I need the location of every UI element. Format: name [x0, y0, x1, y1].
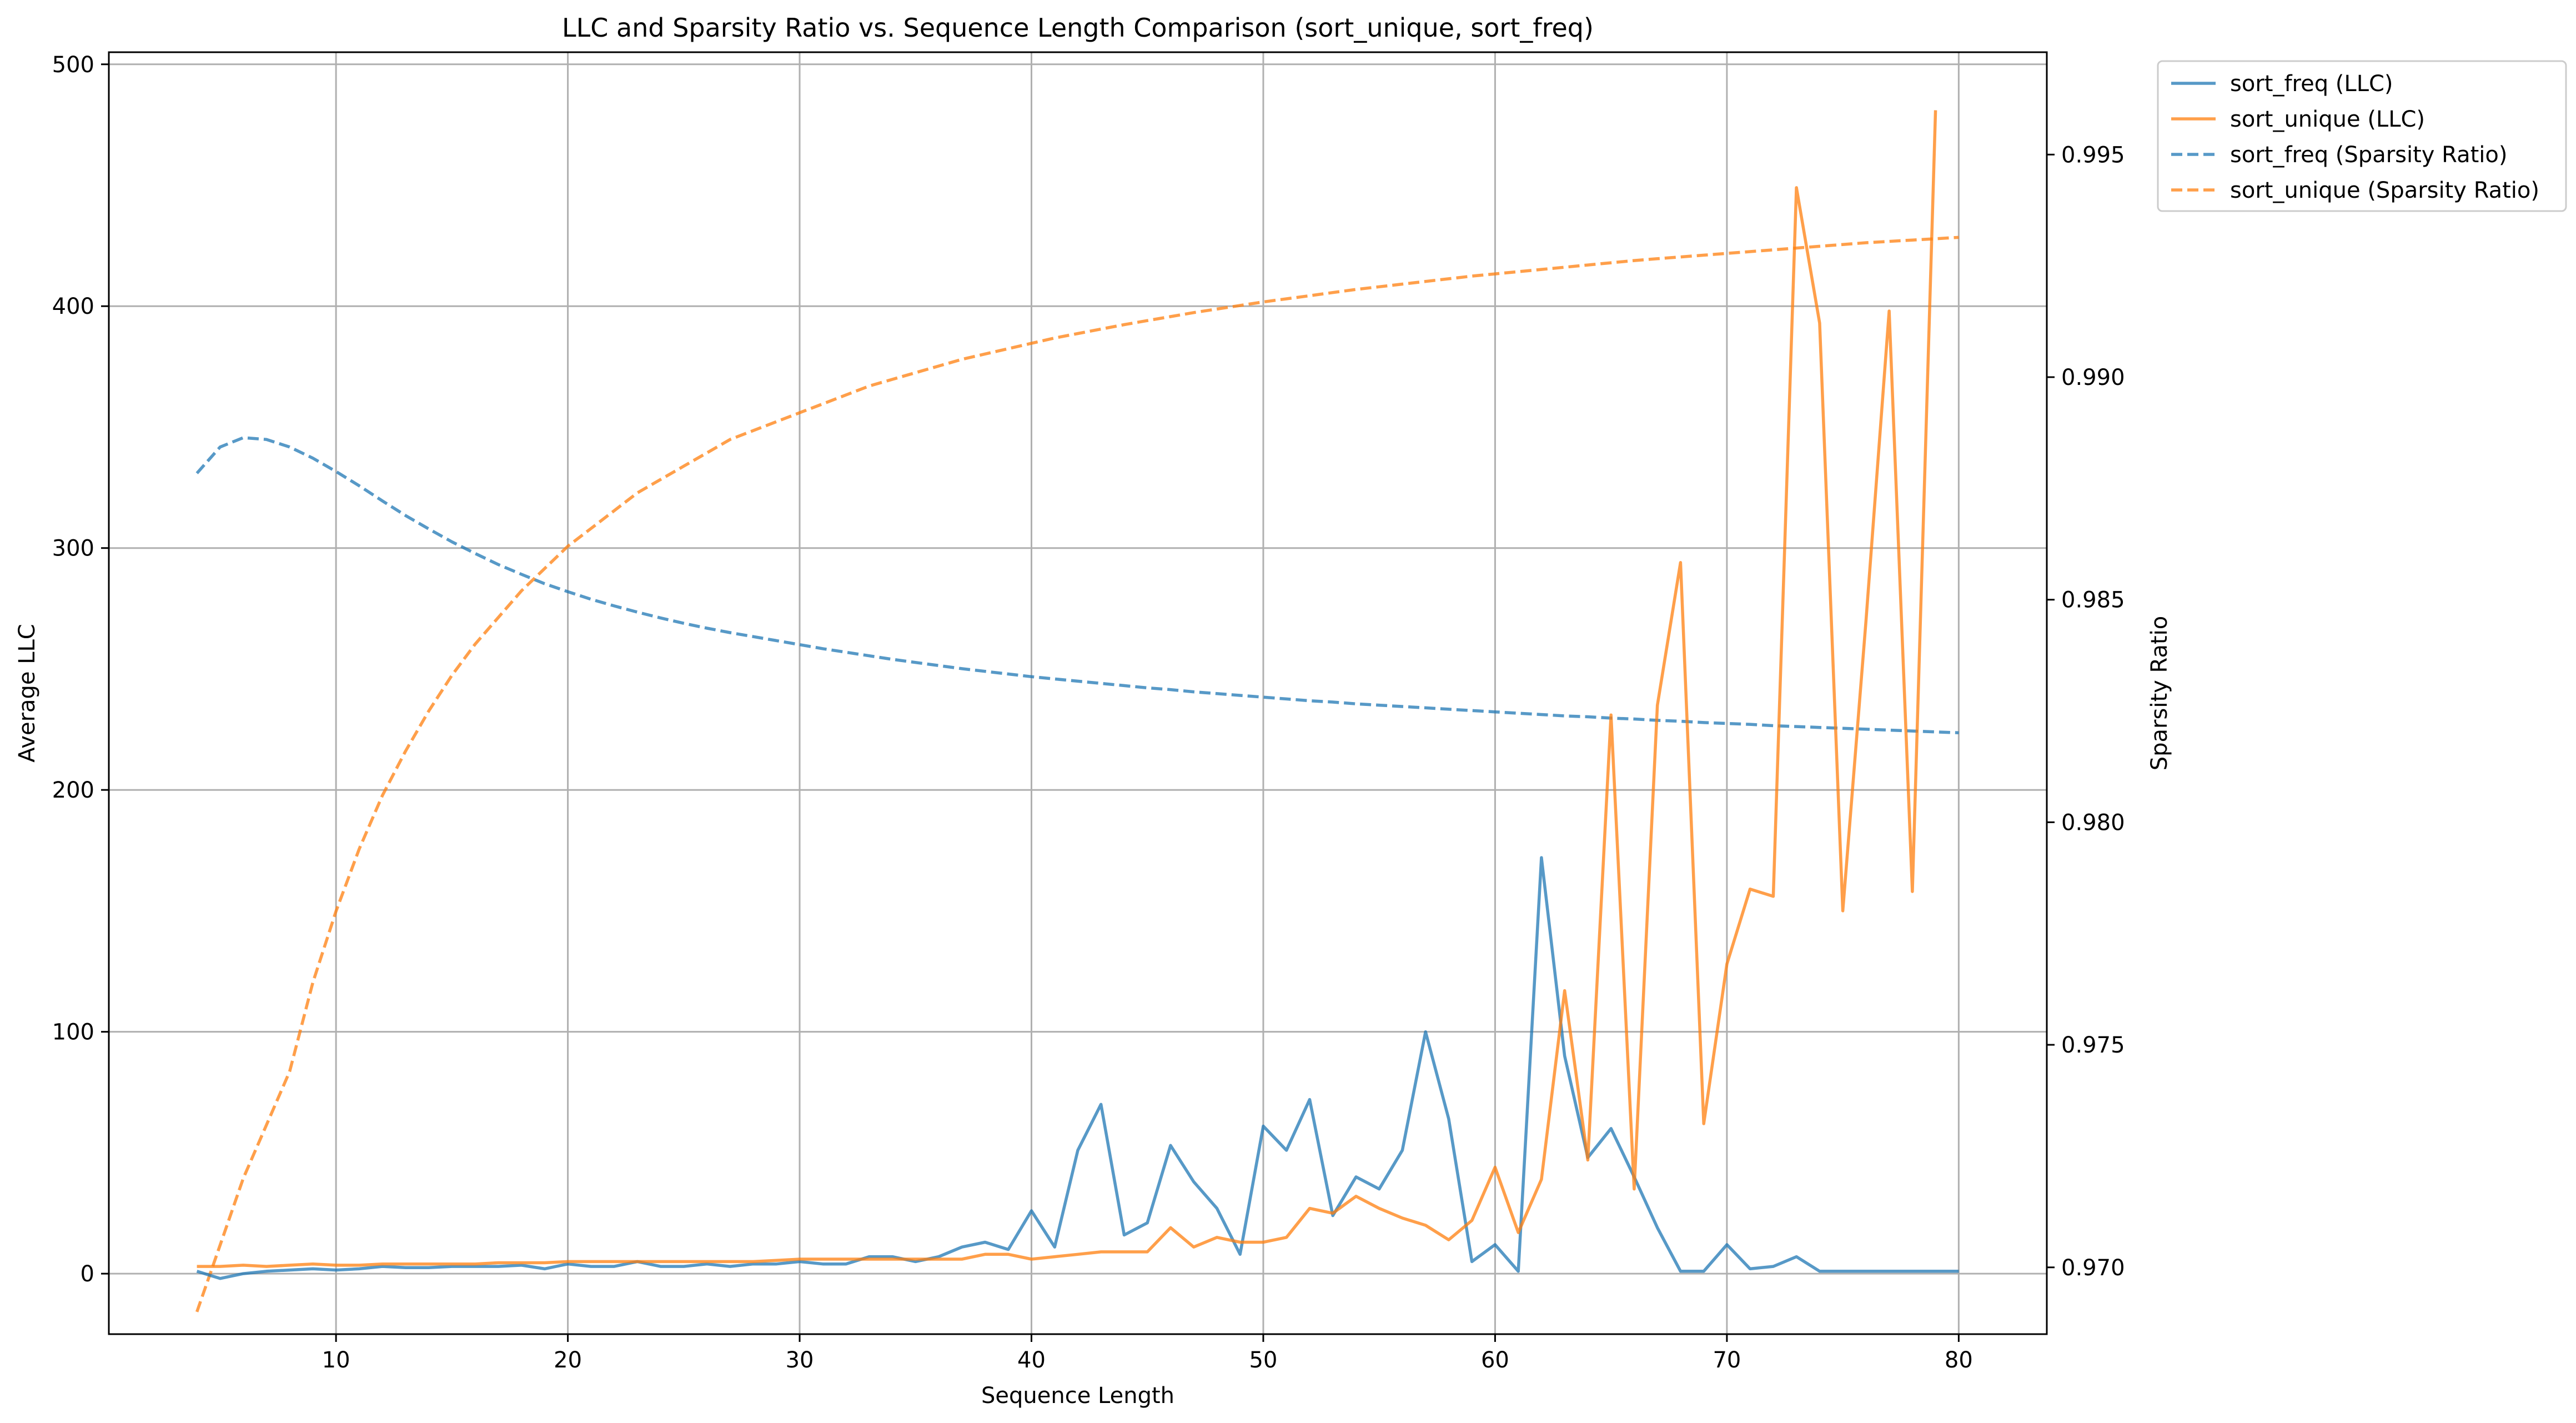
y2-tick-label: 0.995	[2061, 142, 2125, 168]
x-tick-label: 50	[1249, 1347, 1278, 1373]
legend-label: sort_unique (LLC)	[2230, 107, 2425, 132]
x-tick-label: 70	[1713, 1347, 1741, 1373]
legend: sort_freq (LLC) sort_unique (LLC) sort_fre…	[2157, 60, 2567, 212]
y2-tick-label: 0.975	[2061, 1033, 2125, 1058]
y2-axis-label: Sparsity Ratio	[2147, 616, 2172, 770]
x-tick-label: 20	[554, 1347, 582, 1373]
y2-tick-label: 0.980	[2061, 810, 2125, 835]
x-tick-label: 60	[1481, 1347, 1509, 1373]
x-tick-label: 30	[786, 1347, 814, 1373]
y2-axis-ticks: 0.970 0.975 0.980 0.985 0.990 0.995	[2047, 142, 2125, 1281]
y2-tick-label: 0.990	[2061, 365, 2125, 390]
y2-tick-label: 0.985	[2061, 588, 2125, 613]
y-axis-ticks: 0 100 200 300 400 500	[52, 52, 109, 1287]
x-tick-label: 40	[1017, 1347, 1046, 1373]
x-axis-ticks: 10 20 30 40 50 60 70 80	[322, 1334, 1973, 1373]
series-line-0	[196, 856, 1959, 1280]
y-tick-label: 200	[52, 778, 94, 803]
series-line-1	[197, 110, 1937, 1268]
y-tick-label: 300	[52, 536, 94, 562]
series-line-3	[195, 236, 1959, 1312]
x-tick-label: 80	[1945, 1347, 1973, 1373]
legend-label: sort_freq (Sparsity Ratio)	[2230, 142, 2507, 168]
series-lines	[195, 110, 1959, 1312]
y-axis-label: Average LLC	[14, 624, 40, 762]
legend-box	[2157, 60, 2567, 212]
y-tick-label: 100	[52, 1020, 94, 1045]
y-tick-label: 400	[52, 294, 94, 319]
x-axis-label: Sequence Length	[981, 1383, 1174, 1409]
y-tick-label: 0	[81, 1261, 94, 1287]
y-tick-label: 500	[52, 52, 94, 78]
chart-title: LLC and Sparsity Ratio vs. Sequence Leng…	[562, 13, 1594, 43]
legend-label: sort_unique (Sparsity Ratio)	[2230, 178, 2539, 203]
x-tick-label: 10	[322, 1347, 350, 1373]
plot-frame	[108, 51, 2048, 1335]
grid-lines	[109, 52, 2047, 1334]
series-line-2	[195, 436, 1959, 735]
legend-label: sort_freq (LLC)	[2230, 71, 2393, 97]
y2-tick-label: 0.970	[2061, 1255, 2125, 1281]
